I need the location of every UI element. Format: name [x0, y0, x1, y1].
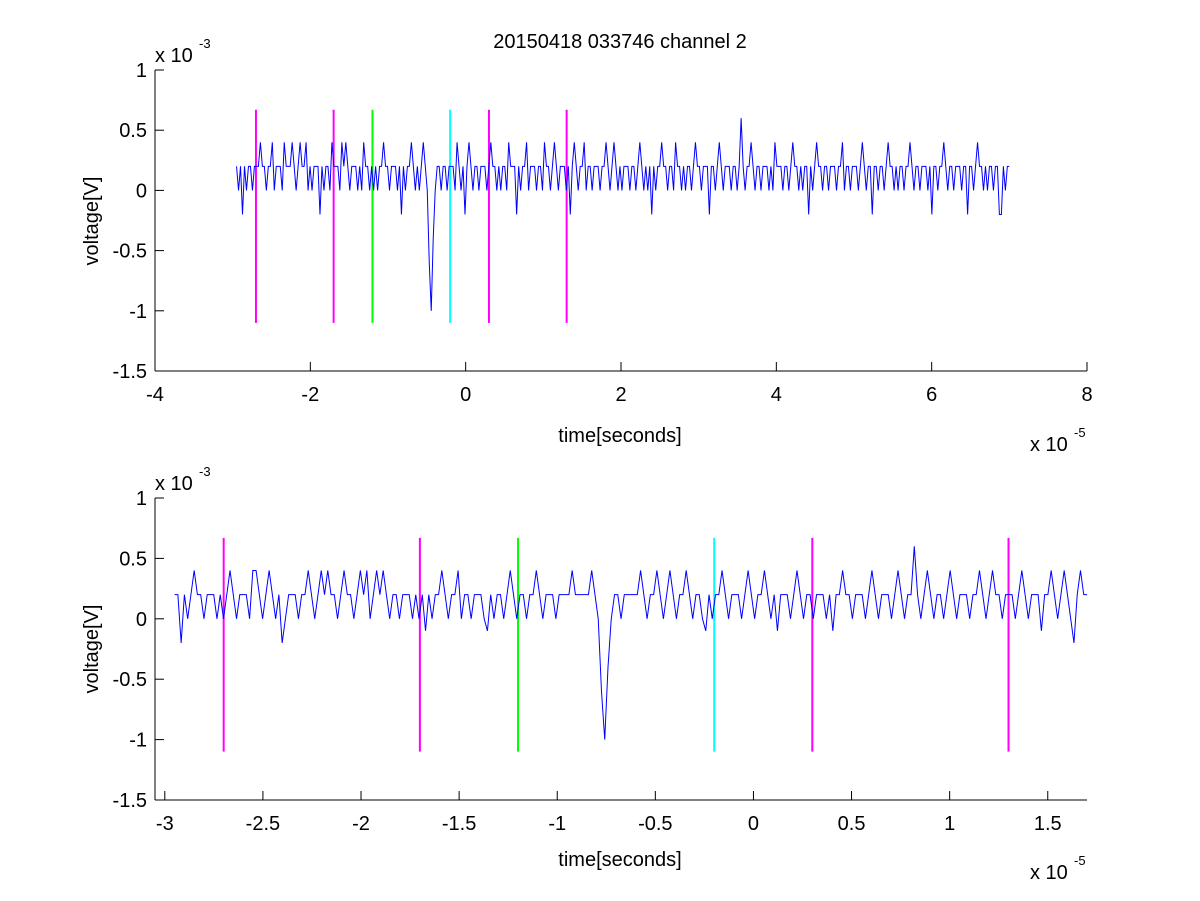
top-plot-y-tick-label: -0.5 [113, 241, 147, 263]
bottom-plot-y-tick-label: 1 [136, 488, 147, 510]
bottom-plot-y-multiplier-exp: -3 [199, 464, 211, 479]
top-plot-y-tick-label: -1 [129, 301, 147, 323]
bottom-plot-x-tick-label: -1 [548, 813, 566, 835]
bottom-plot-x-multiplier: x 10 -5 [1030, 853, 1086, 884]
top-plot-x-tick-label: -2 [301, 384, 319, 406]
top-plot-y-multiplier-exp: -3 [199, 36, 211, 51]
bottom-plot-x-tick-label: 0 [748, 813, 759, 835]
bottom-plot-y-tick-label: -0.5 [113, 669, 147, 691]
top-plot-y-tick-label: 0.5 [119, 120, 147, 142]
bottom-plot-x-tick-label: -0.5 [638, 813, 672, 835]
bottom-plot-x-tick-label: 1.5 [1034, 813, 1062, 835]
top-plot-y-tick-label: 0 [136, 180, 147, 202]
bottom-plot-y-tick-label: -1 [129, 730, 147, 752]
top-plot-x-multiplier: x 10 -5 [1030, 425, 1086, 456]
top-plot-y-multiplier-base: x 10 [155, 45, 193, 67]
bottom-plot-ylabel: voltage[V] [81, 605, 103, 694]
top-plot-x-tick-label: 4 [771, 384, 782, 406]
bottom-plot-x-multiplier-base: x 10 [1030, 862, 1068, 884]
top-plot-y-tick-label: -1.5 [113, 361, 147, 383]
bottom-plot: -3 -2.5 -2 -1.5 -1 -0.5 0 0.5 1 1.5 -1.5 -1 -0.5 0 0.5… [81, 464, 1087, 884]
top-plot-x-tick-label: 8 [1081, 384, 1092, 406]
top-plot-x-tick-label: 2 [615, 384, 626, 406]
top-plot-x-multiplier-base: x 10 [1030, 434, 1068, 456]
top-plot: -4 -2 0 2 4 6 8 -1.5 -1 -0.5 0 0.5 1 time[seconds] v… [81, 36, 1093, 456]
figure-title: 20150418 033746 channel 2 [493, 31, 747, 53]
top-plot-x-tick-label: 0 [460, 384, 471, 406]
top-plot-x-multiplier-exp: -5 [1074, 425, 1086, 440]
bottom-plot-x-tick-label: 0.5 [838, 813, 866, 835]
bottom-plot-x-tick-label: -3 [156, 813, 174, 835]
bottom-plot-x-tick-label: 1 [944, 813, 955, 835]
bottom-plot-y-tick-label: 0.5 [119, 548, 147, 570]
bottom-plot-signal-line [174, 546, 1087, 740]
bottom-plot-y-multiplier-base: x 10 [155, 473, 193, 495]
top-plot-y-tick-label: 1 [136, 60, 147, 82]
top-plot-signal-line [236, 118, 1010, 311]
top-plot-y-multiplier: x 10 -3 [155, 36, 211, 67]
bottom-plot-xlabel: time[seconds] [558, 849, 681, 871]
top-plot-ylabel: voltage[V] [81, 177, 103, 266]
bottom-plot-y-tick-label: -1.5 [113, 790, 147, 812]
top-plot-xlabel: time[seconds] [558, 425, 681, 447]
top-plot-x-tick-label: 6 [926, 384, 937, 406]
top-plot-x-tick-label: -4 [146, 384, 164, 406]
bottom-plot-y-tick-label: 0 [136, 609, 147, 631]
bottom-plot-x-tick-label: -2 [352, 813, 370, 835]
bottom-plot-x-multiplier-exp: -5 [1074, 853, 1086, 868]
bottom-plot-x-tick-label: -1.5 [442, 813, 476, 835]
bottom-plot-x-tick-label: -2.5 [246, 813, 280, 835]
bottom-plot-y-multiplier: x 10 -3 [155, 464, 211, 495]
